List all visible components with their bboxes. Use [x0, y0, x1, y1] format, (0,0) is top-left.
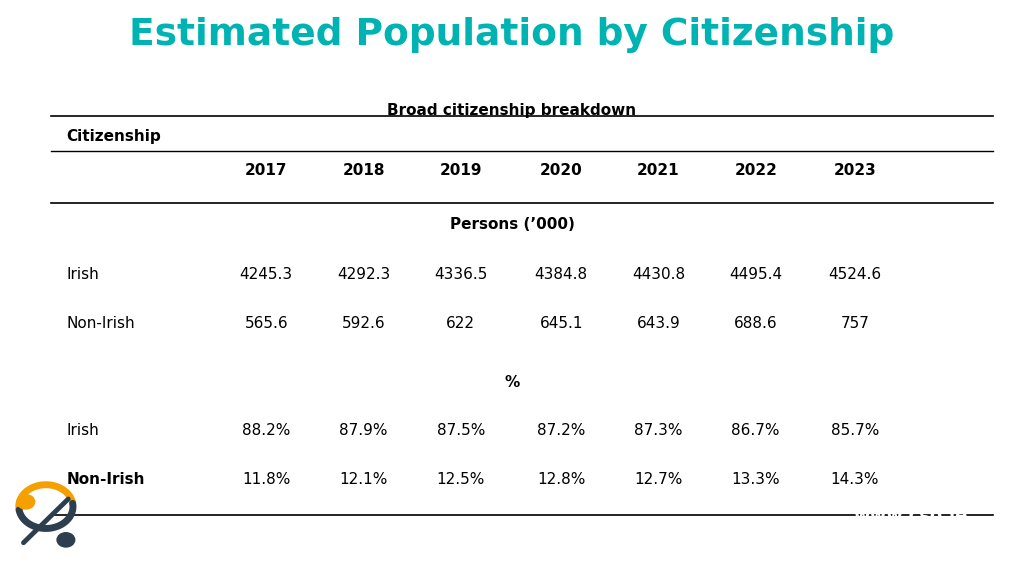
Text: Non-Irish: Non-Irish — [67, 472, 145, 487]
Text: 86.7%: 86.7% — [731, 423, 780, 438]
Text: 688.6: 688.6 — [734, 316, 777, 331]
Text: 4495.4: 4495.4 — [729, 267, 782, 282]
Text: 14.3%: 14.3% — [830, 472, 880, 487]
Text: 87.3%: 87.3% — [634, 423, 683, 438]
Text: 11.8%: 11.8% — [242, 472, 291, 487]
Text: Irish: Irish — [67, 423, 99, 438]
Text: 4292.3: 4292.3 — [337, 267, 390, 282]
Text: 2021: 2021 — [637, 163, 680, 178]
Circle shape — [57, 533, 75, 547]
Text: 13.3%: 13.3% — [731, 472, 780, 487]
Text: 4384.8: 4384.8 — [535, 267, 588, 282]
Text: 2018: 2018 — [342, 163, 385, 178]
Text: Persons (’000): Persons (’000) — [450, 217, 574, 232]
Text: 2022: 2022 — [734, 163, 777, 178]
Text: Estimated Population by Citizenship: Estimated Population by Citizenship — [129, 17, 895, 52]
Text: 4245.3: 4245.3 — [240, 267, 293, 282]
Text: 592.6: 592.6 — [342, 316, 385, 331]
Text: 2020: 2020 — [540, 163, 583, 178]
Text: 87.5%: 87.5% — [436, 423, 485, 438]
Circle shape — [17, 495, 35, 509]
Text: 2019: 2019 — [439, 163, 482, 178]
Text: 4336.5: 4336.5 — [434, 267, 487, 282]
Text: 87.9%: 87.9% — [339, 423, 388, 438]
Text: 12: 12 — [948, 545, 968, 560]
Text: 12.8%: 12.8% — [537, 472, 586, 487]
Text: 757: 757 — [841, 316, 869, 331]
Text: 622: 622 — [446, 316, 475, 331]
Text: Irish: Irish — [67, 267, 99, 282]
Text: Citizenship: Citizenship — [67, 129, 162, 144]
Text: 12.5%: 12.5% — [436, 472, 485, 487]
Text: 645.1: 645.1 — [540, 316, 583, 331]
Text: 4524.6: 4524.6 — [828, 267, 882, 282]
Text: 12.7%: 12.7% — [634, 472, 683, 487]
Text: 643.9: 643.9 — [637, 316, 680, 331]
Text: 88.2%: 88.2% — [242, 423, 291, 438]
Text: %: % — [505, 376, 519, 391]
Text: 565.6: 565.6 — [245, 316, 288, 331]
Text: Non-Irish: Non-Irish — [67, 316, 135, 331]
Text: 85.7%: 85.7% — [830, 423, 880, 438]
Text: 12.1%: 12.1% — [339, 472, 388, 487]
Text: 2017: 2017 — [245, 163, 288, 178]
Text: www.cso.ie: www.cso.ie — [853, 507, 968, 525]
Text: 2023: 2023 — [834, 163, 877, 178]
Text: 4430.8: 4430.8 — [632, 267, 685, 282]
Text: 87.2%: 87.2% — [537, 423, 586, 438]
Text: Broad citizenship breakdown: Broad citizenship breakdown — [387, 103, 637, 118]
